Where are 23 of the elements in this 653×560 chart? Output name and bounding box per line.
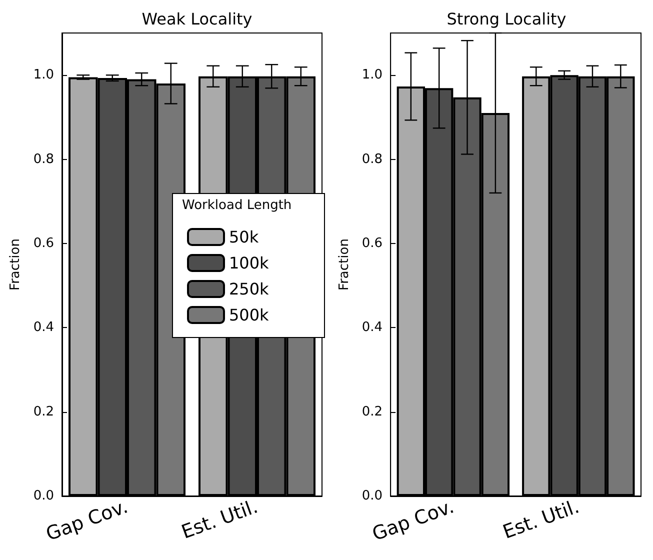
- y-tick-label: 0.8: [362, 152, 383, 167]
- x-tick-label: Est. Util.: [500, 496, 582, 544]
- y-tick-label: 0.4: [362, 320, 383, 336]
- legend-label: 500k: [229, 306, 270, 324]
- y-axis-title: Fraction: [8, 238, 23, 290]
- legend-title: Workload Length: [182, 198, 292, 213]
- legend-label: 50k: [229, 228, 260, 246]
- x-tick-label: Est. Util.: [178, 496, 261, 544]
- y-tick-label: 0.6: [362, 236, 383, 251]
- y-tick-label: 0.8: [33, 152, 54, 167]
- y-tick-label: 0.2: [33, 404, 54, 420]
- y-tick-label: 0.2: [362, 404, 383, 420]
- y-tick-label: 0.0: [33, 488, 54, 504]
- chart-title: Weak Locality: [142, 10, 252, 28]
- legend-label: 100k: [229, 254, 270, 272]
- y-tick-label: 1.0: [33, 68, 54, 83]
- y-tick-label: 0.0: [362, 488, 383, 504]
- y-tick-label: 0.6: [33, 236, 54, 251]
- chart-title: Strong Locality: [446, 10, 566, 28]
- y-axis-title: Fraction: [337, 238, 352, 290]
- y-tick-label: 1.0: [362, 68, 383, 83]
- legend-label: 250k: [229, 280, 270, 298]
- y-tick-label: 0.4: [33, 320, 54, 336]
